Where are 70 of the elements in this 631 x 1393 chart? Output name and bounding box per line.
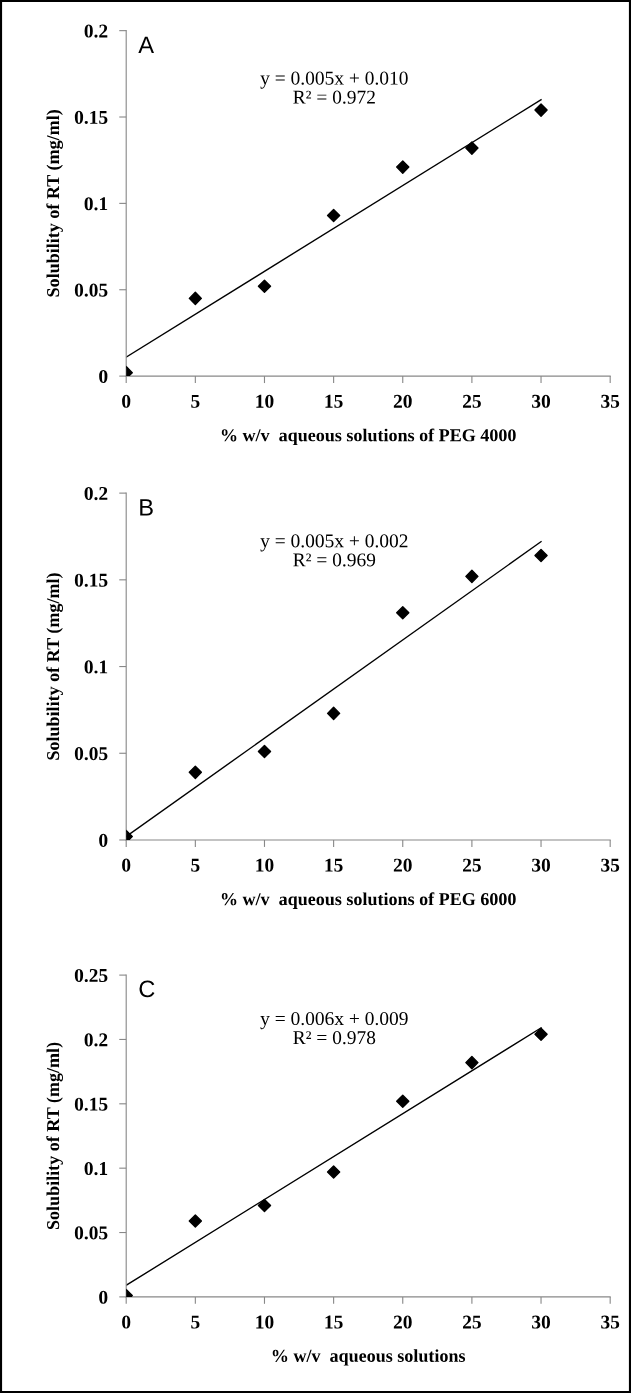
- point: [326, 1165, 341, 1179]
- y-tick-label: 0.05: [74, 283, 108, 297]
- x-tick-label: 5: [191, 1315, 200, 1329]
- x-tick-label: 5: [191, 858, 200, 872]
- y-tick-label: 0.1: [84, 1161, 108, 1176]
- x-tick-label: 5: [191, 394, 200, 408]
- x-axis-title: % w/v aqueous solutions of PEG 6000: [221, 892, 516, 909]
- y-tick-label: 0.2: [84, 24, 108, 38]
- point: [188, 1214, 203, 1228]
- x-tick-label: 10: [256, 394, 274, 408]
- point: [326, 208, 341, 223]
- x-tick-label: 10: [256, 1315, 274, 1329]
- x-tick-label: 15: [325, 858, 343, 872]
- x-tick-label: 35: [601, 1315, 620, 1329]
- y-tick-label: 0: [99, 369, 108, 384]
- x-tick-label: 20: [393, 394, 412, 408]
- x-tick-label: 20: [393, 1315, 412, 1329]
- annotation: A: [138, 36, 154, 53]
- y-tick-label: 0: [99, 1290, 108, 1304]
- y-tick-label: 0.15: [74, 110, 108, 125]
- x-tick-label: 10: [256, 858, 274, 872]
- y-tick-label: 0: [99, 833, 108, 847]
- x-tick-label: 0: [122, 1315, 131, 1329]
- y-tick-label: 0.15: [74, 1097, 108, 1111]
- y-tick-label: 0.2: [84, 1033, 108, 1047]
- y-axis-title: Solubility of RT (mg/ml): [46, 573, 64, 760]
- point: [396, 1094, 410, 1108]
- x-axis-title: % w/v aqueous solutions: [272, 1349, 466, 1366]
- point: [396, 606, 410, 620]
- point: [465, 569, 479, 584]
- x-tick-label: 20: [393, 858, 412, 872]
- y-axis-title: Solubility of RT (mg/ml): [46, 1042, 64, 1230]
- x-tick-label: 30: [532, 394, 551, 408]
- annotation: C: [139, 980, 155, 998]
- point: [326, 706, 341, 721]
- x-tick-label: 15: [325, 394, 343, 408]
- x-tick-label: 30: [532, 1315, 551, 1329]
- x-axis-title: % w/v aqueous solutions of PEG 4000: [221, 428, 516, 446]
- x-tick-label: 25: [462, 1315, 481, 1329]
- annotation: y = 0.006x + 0.009 R² = 0.978: [260, 1012, 408, 1045]
- y-tick-label: 0.05: [74, 1226, 108, 1240]
- annotation: y = 0.005x + 0.010 R² = 0.972: [260, 71, 408, 104]
- point: [257, 1198, 272, 1213]
- point: [257, 744, 272, 759]
- x-tick-label: 35: [601, 858, 620, 872]
- x-tick-label: 35: [601, 394, 620, 408]
- point: [534, 548, 548, 563]
- point: [188, 765, 203, 780]
- annotation: y = 0.005x + 0.002 R² = 0.969: [260, 534, 408, 567]
- x-tick-label: 15: [325, 1315, 343, 1329]
- point: [188, 291, 203, 306]
- x-tick-label: 25: [462, 394, 481, 408]
- y-tick-label: 0.05: [74, 747, 108, 761]
- annotation: B: [140, 499, 153, 516]
- point: [534, 1027, 548, 1042]
- point: [465, 141, 479, 155]
- y-tick-label: 0.15: [74, 573, 108, 587]
- point: [257, 279, 272, 294]
- y-tick-label: 0.1: [84, 660, 108, 674]
- point: [396, 160, 410, 174]
- x-tick-label: 0: [122, 858, 131, 872]
- x-tick-label: 30: [532, 858, 551, 872]
- y-tick-label: 0.1: [84, 197, 108, 211]
- y-axis-title: Solubility of RT (mg/ml): [46, 110, 64, 297]
- point: [534, 103, 548, 117]
- y-tick-label: 0.25: [74, 968, 108, 983]
- y-tick-label: 0.2: [84, 486, 108, 501]
- point: [465, 1055, 479, 1070]
- x-tick-label: 0: [122, 394, 131, 408]
- x-tick-label: 25: [462, 858, 481, 872]
